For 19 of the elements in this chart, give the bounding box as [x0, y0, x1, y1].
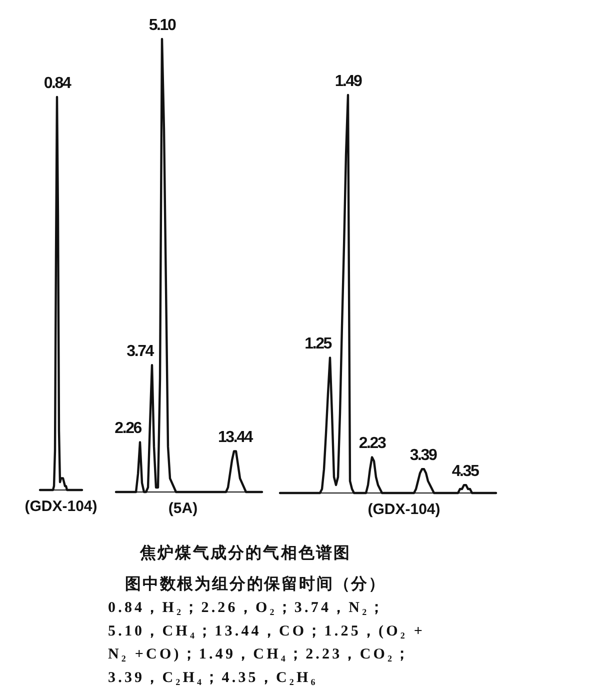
annotation: 3.74	[126, 343, 154, 360]
annotation: 4.35	[452, 463, 480, 480]
text: 3.39，C₂H₄；4.35，C₂H₆	[108, 670, 318, 686]
annotation: 3.39	[410, 447, 438, 464]
x-axis-title: (GDX-104)	[24, 498, 98, 515]
annotation: 2.26	[114, 420, 142, 438]
annotation: 2.23	[358, 435, 386, 452]
text: 5.10	[148, 17, 176, 34]
text: 0.84，H₂；2.26，O₂；3.74，N₂；	[108, 600, 387, 616]
x-axis-title: (5A)	[168, 500, 198, 517]
annotation: 13.44	[218, 429, 254, 446]
text: N₂ +CO)；1.49，CH₄；2.23，CO₂；	[108, 646, 412, 663]
text: 焦炉煤气成分的气相色谱图	[139, 544, 352, 562]
annotation: 1.25	[304, 336, 332, 353]
x-axis-title: (GDX-104)	[368, 501, 440, 518]
text: 1.49	[334, 73, 362, 90]
text: 5.10，CH₄；13.44，CO；1.25，(O₂ +	[108, 623, 426, 640]
text: 0.84	[44, 75, 72, 92]
text: 图中数根为组分的保留时间（分）	[125, 575, 386, 593]
